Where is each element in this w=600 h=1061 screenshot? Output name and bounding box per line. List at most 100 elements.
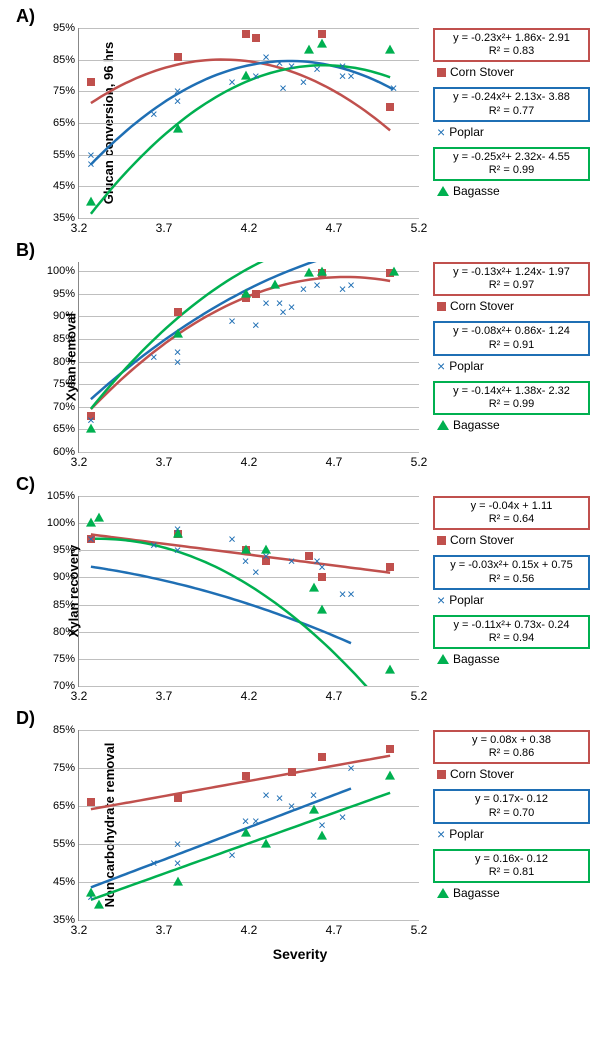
data-point-bagasse bbox=[173, 529, 183, 538]
legend-series-bagasse: Bagasse bbox=[433, 886, 590, 900]
data-point-poplar: × bbox=[252, 565, 260, 580]
grid-line bbox=[79, 806, 419, 807]
data-point-poplar: × bbox=[252, 318, 260, 333]
data-point-poplar: × bbox=[150, 350, 158, 365]
triangle-icon bbox=[437, 420, 449, 430]
y-tick-label: 85% bbox=[53, 54, 79, 66]
x-tick-label: 5.2 bbox=[411, 920, 428, 937]
data-point-bagasse bbox=[173, 124, 183, 133]
legend-equation-corn: y = -0.13x²+ 1.24x- 1.97R² = 0.97 bbox=[433, 262, 590, 296]
x-tick-label: 4.2 bbox=[241, 218, 258, 235]
grid-line bbox=[79, 271, 419, 272]
plot-area: Glucan conversion, 96 hrs35%45%55%65%75%… bbox=[78, 28, 419, 219]
data-point-corn bbox=[252, 290, 260, 298]
data-point-bagasse bbox=[385, 664, 395, 673]
data-point-poplar: × bbox=[288, 799, 296, 814]
data-point-bagasse bbox=[309, 583, 319, 592]
x-tick-label: 3.2 bbox=[71, 218, 88, 235]
data-point-corn bbox=[318, 573, 326, 581]
grid-line bbox=[79, 407, 419, 408]
data-point-poplar: × bbox=[288, 59, 296, 74]
data-point-corn bbox=[174, 794, 182, 802]
fit-curve-bagasse bbox=[91, 65, 390, 214]
data-point-poplar: × bbox=[174, 84, 182, 99]
data-point-corn bbox=[386, 103, 394, 111]
legend-label: Bagasse bbox=[453, 886, 500, 900]
y-tick-label: 90% bbox=[53, 310, 79, 322]
grid-line bbox=[79, 91, 419, 92]
data-point-bagasse bbox=[317, 38, 327, 47]
data-point-poplar: × bbox=[252, 68, 260, 83]
data-point-poplar: × bbox=[288, 300, 296, 315]
data-point-poplar: × bbox=[87, 147, 95, 162]
panel-a: A)Glucan conversion, 96 hrs35%45%55%65%7… bbox=[10, 10, 590, 219]
data-point-corn bbox=[87, 78, 95, 86]
data-point-poplar: × bbox=[87, 532, 95, 547]
data-point-poplar: × bbox=[347, 68, 355, 83]
y-tick-label: 55% bbox=[53, 838, 79, 850]
data-point-corn bbox=[174, 308, 182, 316]
x-tick-label: 4.7 bbox=[326, 218, 343, 235]
fit-curve-bagasse bbox=[91, 539, 390, 686]
data-point-poplar: × bbox=[390, 81, 398, 96]
data-point-poplar: × bbox=[339, 282, 347, 297]
legend-label: Bagasse bbox=[453, 418, 500, 432]
data-point-poplar: × bbox=[347, 277, 355, 292]
data-point-bagasse bbox=[304, 45, 314, 54]
grid-line bbox=[79, 523, 419, 524]
x-tick-label: 4.7 bbox=[326, 686, 343, 703]
square-icon bbox=[437, 302, 446, 311]
data-point-poplar: × bbox=[276, 55, 284, 70]
x-tick-label: 4.2 bbox=[241, 452, 258, 469]
panel-label: A) bbox=[16, 6, 35, 27]
data-point-poplar: × bbox=[288, 554, 296, 569]
data-point-bagasse bbox=[86, 197, 96, 206]
data-point-poplar: × bbox=[228, 313, 236, 328]
data-point-poplar: × bbox=[279, 304, 287, 319]
data-point-poplar: × bbox=[347, 761, 355, 776]
grid-line bbox=[79, 155, 419, 156]
data-point-poplar: × bbox=[150, 537, 158, 552]
y-tick-label: 95% bbox=[53, 288, 79, 300]
x-tick-label: 3.7 bbox=[156, 686, 173, 703]
grid-line bbox=[79, 362, 419, 363]
data-point-bagasse bbox=[86, 424, 96, 433]
data-point-poplar: × bbox=[150, 106, 158, 121]
data-point-poplar: × bbox=[228, 74, 236, 89]
y-tick-label: 75% bbox=[53, 762, 79, 774]
data-point-bagasse bbox=[241, 288, 251, 297]
legend-series-poplar: ×Poplar bbox=[433, 359, 590, 373]
x-tick-label: 3.7 bbox=[156, 218, 173, 235]
y-tick-label: 65% bbox=[53, 800, 79, 812]
panel-b: B)Xylan removal60%65%70%75%80%85%90%95%1… bbox=[10, 244, 590, 453]
grid-line bbox=[79, 123, 419, 124]
legend-label: Corn Stover bbox=[450, 767, 514, 781]
data-point-poplar: × bbox=[228, 848, 236, 863]
x-tick-label: 3.7 bbox=[156, 920, 173, 937]
legend-equation-poplar: y = -0.03x²+ 0.15x + 0.75R² = 0.56 bbox=[433, 555, 590, 589]
grid-line bbox=[79, 316, 419, 317]
plot-area: Non carbohydrate removal35%45%55%65%75%8… bbox=[78, 730, 419, 921]
data-point-poplar: × bbox=[242, 554, 250, 569]
data-point-poplar: × bbox=[262, 787, 270, 802]
data-point-bagasse bbox=[173, 329, 183, 338]
data-point-poplar: × bbox=[262, 49, 270, 64]
data-point-poplar: × bbox=[339, 68, 347, 83]
data-point-poplar: × bbox=[174, 856, 182, 871]
plot-area: Xylan removal60%65%70%75%80%85%90%95%100… bbox=[78, 262, 419, 453]
y-tick-label: 75% bbox=[53, 653, 79, 665]
data-point-bagasse bbox=[86, 888, 96, 897]
legend-label: Poplar bbox=[449, 827, 484, 841]
triangle-icon bbox=[437, 186, 449, 196]
square-icon bbox=[437, 68, 446, 77]
x-tick-label: 3.2 bbox=[71, 920, 88, 937]
y-tick-label: 100% bbox=[47, 517, 79, 529]
x-tick-label: 3.2 bbox=[71, 686, 88, 703]
y-tick-label: 95% bbox=[53, 22, 79, 34]
data-point-bagasse bbox=[173, 877, 183, 886]
grid-line bbox=[79, 496, 419, 497]
y-tick-label: 85% bbox=[53, 599, 79, 611]
x-icon: × bbox=[437, 829, 445, 839]
y-tick-label: 45% bbox=[53, 876, 79, 888]
data-point-corn bbox=[318, 30, 326, 38]
